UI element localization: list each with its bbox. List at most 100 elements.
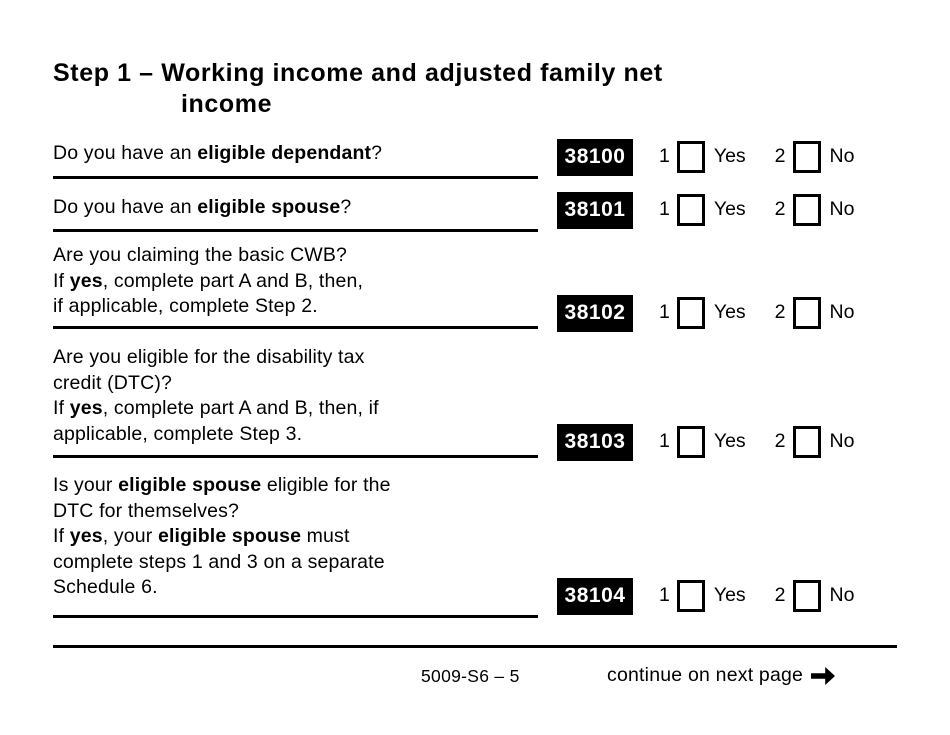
option-label: Yes — [713, 198, 746, 221]
question-divider — [53, 615, 538, 618]
option-no[interactable]: 2 No — [774, 580, 854, 612]
question-text: Do you have an eligible dependant? — [53, 141, 548, 167]
emphasis-text: eligible spouse — [157, 525, 302, 547]
checkbox-no[interactable] — [792, 580, 821, 612]
question-divider — [53, 455, 538, 458]
option-no[interactable]: 2 No — [774, 194, 854, 226]
option-label: No — [829, 430, 855, 453]
option-yes[interactable]: 1 Yes — [659, 580, 746, 612]
option-number: 1 — [659, 198, 670, 221]
option-label: Yes — [713, 301, 746, 324]
plain-text: DTC for themselves? — [53, 499, 239, 522]
emphasis-text: yes — [69, 525, 103, 547]
field-code-box: 38104 — [557, 577, 633, 615]
question-divider — [53, 326, 538, 329]
question-text-line: Are you eligible for the disability tax — [53, 345, 548, 371]
question-text-line: Do you have an eligible spouse? — [53, 195, 548, 221]
emphasis-text: eligible spouse — [197, 196, 341, 218]
plain-text: , complete part A and B, then, if — [102, 397, 379, 419]
question-text: Are you eligible for the disability tax c… — [53, 345, 548, 447]
answer-group: 38103 1 Yes 2 No — [557, 423, 854, 461]
checkbox-no[interactable] — [792, 141, 821, 173]
question-text-line: applicable, complete Step 3. — [53, 422, 548, 448]
plain-text: Schedule 6. — [53, 576, 158, 598]
plain-text: if applicable, complete Step 2. — [53, 295, 318, 317]
question-text: Is your eligible spouse eligible for the… — [53, 473, 548, 601]
plain-text: must — [301, 525, 350, 547]
checkbox-no[interactable] — [792, 297, 821, 329]
plain-text: ? — [340, 196, 352, 218]
plain-text: If — [53, 397, 70, 419]
question-text-line: complete steps 1 and 3 on a separate — [53, 550, 548, 576]
option-number: 2 — [774, 584, 786, 607]
option-number: 1 — [659, 145, 670, 168]
plain-text: Are you claiming the basic CWB? — [53, 244, 348, 266]
question-text-line: Are you claiming the basic CWB? — [53, 243, 548, 269]
option-no[interactable]: 2 No — [774, 426, 855, 458]
field-code-box: 38102 — [557, 294, 633, 332]
option-no[interactable]: 2 No — [774, 297, 855, 329]
checkbox-yes[interactable] — [676, 580, 705, 612]
plain-text: , your — [102, 525, 158, 547]
answer-group: 38101 1 Yes 2 No — [557, 191, 854, 229]
option-number: 2 — [774, 301, 786, 324]
plain-text: applicable, complete Step 3. — [53, 422, 303, 445]
plain-text: , complete part A and B, then, — [102, 269, 364, 292]
question-text-line: If yes, complete part A and B, then, — [53, 269, 548, 295]
plain-text: If — [53, 525, 70, 547]
option-number: 1 — [659, 584, 670, 607]
question-text: Are you claiming the basic CWB? If yes, c… — [53, 243, 548, 320]
option-label: Yes — [713, 430, 746, 453]
question-text-line: Do you have an eligible dependant? — [53, 141, 548, 167]
checkbox-no[interactable] — [792, 194, 821, 226]
plain-text: complete steps 1 and 3 on a separate — [53, 550, 385, 573]
emphasis-text: eligible spouse — [118, 474, 262, 496]
emphasis-text: eligible dependant — [197, 142, 372, 164]
field-code-box: 38100 — [557, 138, 633, 176]
plain-text: Are you eligible for the disability tax — [53, 346, 365, 368]
form-identifier: 5009-S6 – 5 — [421, 666, 520, 686]
page-title: Step 1 – Working income and adjusted fam… — [53, 58, 853, 120]
field-code-box: 38103 — [557, 423, 633, 461]
option-label: Yes — [713, 145, 746, 168]
question-divider — [53, 176, 538, 179]
plain-text: If — [53, 269, 70, 292]
question-text-line: DTC for themselves? — [53, 499, 548, 525]
option-number: 2 — [774, 430, 786, 453]
checkbox-yes[interactable] — [676, 426, 705, 458]
checkbox-no[interactable] — [792, 426, 821, 458]
checkbox-yes[interactable] — [676, 141, 705, 173]
option-number: 1 — [659, 301, 670, 324]
question-text-line: If yes, complete part A and B, then, if — [53, 396, 548, 422]
question-text-line: Schedule 6. — [53, 575, 548, 601]
plain-text: credit (DTC)? — [53, 371, 172, 394]
emphasis-text: yes — [69, 269, 103, 292]
option-no[interactable]: 2 No — [774, 141, 855, 173]
plain-text: Do you have an — [53, 142, 198, 164]
option-number: 2 — [774, 198, 786, 221]
option-label: No — [829, 301, 855, 324]
continue-next-page: continue on next page — [607, 664, 836, 687]
checkbox-yes[interactable] — [676, 297, 705, 329]
option-yes[interactable]: 1 Yes — [659, 297, 746, 329]
answer-group: 38100 1 Yes 2 No — [557, 138, 854, 176]
footer-divider — [53, 645, 897, 648]
emphasis-text: yes — [69, 397, 103, 419]
plain-text: ? — [371, 142, 383, 164]
arrow-right-icon — [810, 665, 836, 687]
continue-label: continue on next page — [607, 664, 804, 686]
plain-text: Is your — [53, 474, 119, 496]
question-text-line: Is your eligible spouse eligible for the — [53, 473, 548, 499]
option-yes[interactable]: 1 Yes — [659, 141, 746, 173]
answer-group: 38104 1 Yes 2 No — [557, 577, 854, 615]
plain-text: Do you have an — [53, 196, 198, 218]
option-yes[interactable]: 1 Yes — [659, 426, 746, 458]
option-label: No — [829, 145, 855, 168]
option-yes[interactable]: 1 Yes — [659, 194, 746, 226]
checkbox-yes[interactable] — [676, 194, 705, 226]
answer-group: 38102 1 Yes 2 No — [557, 294, 854, 332]
option-number: 2 — [774, 145, 786, 168]
question-divider — [53, 229, 538, 232]
question-text-line: if applicable, complete Step 2. — [53, 294, 548, 320]
